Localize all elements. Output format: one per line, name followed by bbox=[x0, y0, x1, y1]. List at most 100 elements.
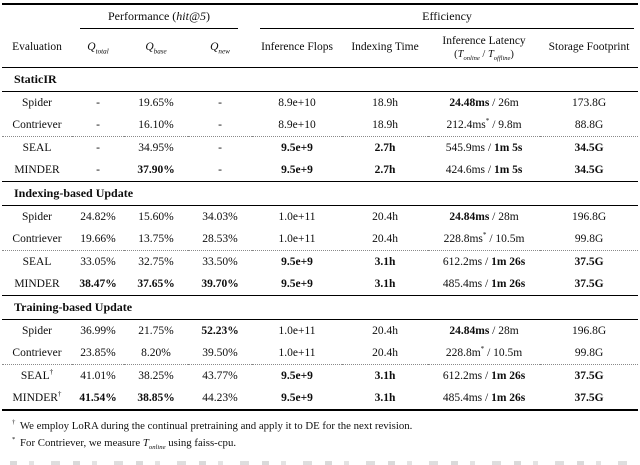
table-row: Contriever 23.85% 8.20% 39.50% 1.0e+11 20.4h 2… bbox=[2, 342, 639, 365]
col-header-q-new: Qnew bbox=[188, 29, 253, 68]
table-row: Contriever 19.66% 13.75% 28.53% 1.0e+11 20.4h… bbox=[2, 228, 639, 251]
table-section: StaticIR Spider -19.65% -8.9e+10 18.9h 24.48m… bbox=[2, 67, 639, 182]
table-cell: 23.85% bbox=[72, 342, 124, 365]
group-header-performance: Performance (hit@5) bbox=[72, 4, 252, 29]
table-cell: 9.5e+9 bbox=[281, 369, 313, 382]
table-section: Training-based Update Spider 36.99% 21.75% 5… bbox=[2, 295, 639, 411]
section-title: Indexing-based Update bbox=[2, 181, 639, 206]
row-label: Spider bbox=[21, 210, 53, 223]
table-cell: 3.1h bbox=[374, 369, 396, 382]
results-table: Performance (hit@5) Efficiency Evaluation… bbox=[2, 3, 639, 411]
table-cell: 34.5G bbox=[574, 163, 604, 176]
table-cell: 485.4ms / 1m 26s bbox=[442, 391, 526, 404]
group-header-empty bbox=[2, 4, 72, 29]
table-cell: - bbox=[218, 163, 222, 176]
table-cell: 20.4h bbox=[372, 324, 398, 337]
table-cell: 612.2ms / 1m 26s bbox=[442, 255, 526, 268]
table-row: MINDER 38.47% 37.65% 39.70% 9.5e+9 3.1h 485.4m… bbox=[2, 273, 638, 296]
table-cell: - bbox=[218, 141, 222, 154]
row-label: MINDER† bbox=[12, 389, 62, 404]
row-label: Spider bbox=[21, 324, 53, 337]
table-cell: 545.9ms / 1m 5s bbox=[445, 141, 523, 154]
table-cell: 33.05% bbox=[80, 255, 116, 268]
table-cell: 9.5e+9 bbox=[281, 277, 313, 290]
table-row: MINDER† 41.54% 38.85% 44.23% 9.5e+9 3.1h 485.4… bbox=[2, 387, 638, 410]
table-row: SEAL† 41.01% 38.25% 43.77% 9.5e+9 3.1h 612.2ms… bbox=[2, 365, 638, 388]
table-cell: - bbox=[96, 96, 100, 109]
table-cell: 20.4h bbox=[372, 210, 398, 223]
table-row: Spider 24.82% 15.60% 34.03% 1.0e+11 20.4h 24.8… bbox=[2, 206, 638, 229]
row-label: SEAL bbox=[22, 141, 52, 154]
table-cell: 24.84ms / 28m bbox=[449, 210, 519, 223]
table-cell: 2.7h bbox=[374, 141, 396, 154]
table-cell: 38.47% bbox=[79, 277, 117, 290]
table-cell: 37.5G bbox=[574, 369, 604, 382]
table-cell: 2.7h bbox=[374, 163, 396, 176]
table-cell: 9.5e+9 bbox=[281, 255, 313, 268]
table-cell: 1.0e+11 bbox=[252, 342, 343, 365]
table-cell: 34.5G bbox=[574, 141, 604, 154]
table-cell: 16.10% bbox=[124, 114, 188, 137]
table-cell: 8.20% bbox=[124, 342, 188, 365]
footnote: * For Contriever, we measure Tonline usi… bbox=[12, 436, 237, 452]
table-cell: 3.1h bbox=[374, 255, 396, 268]
table-cell: 37.5G bbox=[574, 391, 604, 404]
table-cell: 24.82% bbox=[80, 210, 116, 223]
table-cell: 32.75% bbox=[138, 255, 174, 268]
table-cell: 37.90% bbox=[137, 163, 175, 176]
section-title: StaticIR bbox=[2, 67, 639, 92]
section-title: Training-based Update bbox=[2, 295, 639, 320]
table-cell: 44.23% bbox=[202, 391, 238, 404]
table-cell: 485.4ms / 1m 26s bbox=[442, 277, 526, 290]
table-cell: 1.0e+11 bbox=[252, 228, 343, 251]
col-header-storage-footprint: Storage Footprint bbox=[540, 29, 639, 68]
group-header-underline: Performance (hit@5) bbox=[80, 8, 239, 29]
table-cell: 173.8G bbox=[571, 96, 607, 109]
table-cell: 24.84ms / 28m bbox=[449, 324, 519, 337]
table-cell: 39.50% bbox=[188, 342, 253, 365]
table-cell: 9.5e+9 bbox=[281, 141, 313, 154]
table-cell: 33.50% bbox=[202, 255, 238, 268]
table-cell: 37.5G bbox=[574, 255, 604, 268]
table-cell: 37.5G bbox=[574, 277, 604, 290]
table-cell: 9.5e+9 bbox=[281, 163, 313, 176]
table-section: Indexing-based Update Spider 24.82% 15.60% 3… bbox=[2, 181, 639, 296]
table-cell: 3.1h bbox=[374, 391, 396, 404]
table-cell: 21.75% bbox=[138, 324, 174, 337]
row-label: Contriever bbox=[2, 114, 72, 137]
table-cell: 196.8G bbox=[571, 324, 607, 337]
table-cell: 38.85% bbox=[137, 391, 175, 404]
table-cell: 34.03% bbox=[202, 210, 238, 223]
row-label: MINDER bbox=[14, 163, 60, 176]
group-header-efficiency: Efficiency bbox=[252, 4, 638, 29]
col-header-indexing-time: Indexing Time bbox=[342, 29, 429, 68]
row-label: SEAL† bbox=[20, 367, 54, 382]
table-cell: 424.6ms / 1m 5s bbox=[445, 163, 523, 176]
table-row: Spider 36.99% 21.75% 52.23% 1.0e+11 20.4h 24.8… bbox=[2, 320, 638, 343]
table-cell: 37.65% bbox=[137, 277, 175, 290]
table-row: SEAL - 34.95% - 9.5e+9 2.7h 545.9ms / 1m 5s 34.… bbox=[2, 137, 638, 160]
col-header-q-total: Qtotal bbox=[72, 29, 124, 68]
table-cell: - bbox=[96, 163, 100, 176]
table-cell: 228.8ms* / 10.5m bbox=[428, 228, 541, 251]
table-cell: 99.8G bbox=[540, 342, 639, 365]
table-cell: 19.65% bbox=[138, 96, 174, 109]
group-header-row: Performance (hit@5) Efficiency bbox=[2, 4, 638, 29]
table-cell: 20.4h bbox=[342, 342, 429, 365]
table-header: Performance (hit@5) Efficiency Evaluation… bbox=[2, 4, 639, 68]
table-cell: 41.01% bbox=[80, 369, 116, 382]
table-cell: 13.75% bbox=[124, 228, 188, 251]
row-label: SEAL bbox=[22, 255, 52, 268]
table-cell: 18.9h bbox=[372, 96, 398, 109]
table-cell: 43.77% bbox=[202, 369, 238, 382]
table-cell: 20.4h bbox=[342, 228, 429, 251]
table-cell: - bbox=[188, 114, 253, 137]
table-row: SEAL 33.05% 32.75% 33.50% 9.5e+9 3.1h 612.2ms … bbox=[2, 251, 638, 274]
table-row: Contriever -16.10% -8.9e+10 18.9h 212.4ms* /… bbox=[2, 114, 639, 137]
table-cell: 28.53% bbox=[188, 228, 253, 251]
section-title-row: Indexing-based Update bbox=[2, 181, 639, 206]
table-cell: - bbox=[218, 96, 222, 109]
table-cell: 36.99% bbox=[80, 324, 116, 337]
table-cell: 212.4ms* / 9.8m bbox=[428, 114, 541, 137]
